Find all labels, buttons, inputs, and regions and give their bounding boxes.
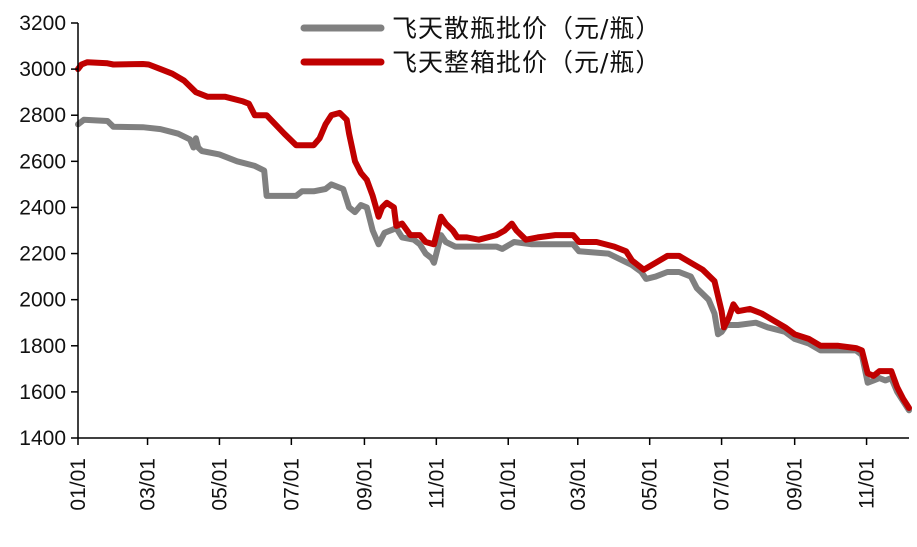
x-tick-label: 05/01 (208, 458, 231, 511)
series-line-loose-bottle (75, 116, 912, 414)
y-tick-label: 2200 (19, 243, 66, 266)
x-tick-label: 09/01 (353, 458, 376, 511)
x-tick-label: 05/01 (639, 458, 662, 511)
y-tick-label: 1600 (19, 381, 66, 404)
y-tick-label: 2600 (19, 150, 66, 173)
x-tick-label: 09/01 (784, 458, 807, 511)
axes: 1400 1600 1800 2000 2200 2400 2600 2800 3000 3200… (19, 12, 909, 511)
y-axis-ticks: 1400 1600 1800 2000 2200 2400 2600 2800 3000 3200 (19, 12, 78, 450)
series-line-full-case (75, 59, 912, 411)
x-tick-label: 07/01 (711, 458, 734, 511)
x-tick-label: 01/01 (67, 458, 90, 511)
y-tick-label: 2000 (19, 289, 66, 312)
x-tick-label: 07/01 (280, 458, 303, 511)
legend-label-full-case: 飞天整箱批价（元/瓶） (392, 48, 661, 77)
legend: 飞天散瓶批价（元/瓶） 飞天整箱批价（元/瓶） (300, 14, 661, 77)
y-tick-label: 1400 (19, 427, 66, 450)
legend-label-loose-bottle: 飞天散瓶批价（元/瓶） (392, 14, 661, 43)
x-tick-label: 11/01 (425, 458, 448, 509)
series-lines (75, 59, 912, 414)
y-tick-label: 1800 (19, 335, 66, 358)
x-axis-ticks: 01/01 03/01 05/01 07/01 09/01 11/01 01/01 03/01… (67, 438, 879, 511)
x-tick-label: 03/01 (137, 458, 160, 511)
y-tick-label: 3200 (19, 12, 66, 35)
y-tick-label: 2800 (19, 104, 66, 127)
x-tick-label: 01/01 (497, 458, 520, 511)
x-tick-label: 11/01 (856, 458, 879, 509)
x-tick-label: 03/01 (567, 458, 590, 511)
y-tick-label: 3000 (19, 58, 66, 81)
y-tick-label: 2400 (19, 196, 66, 219)
